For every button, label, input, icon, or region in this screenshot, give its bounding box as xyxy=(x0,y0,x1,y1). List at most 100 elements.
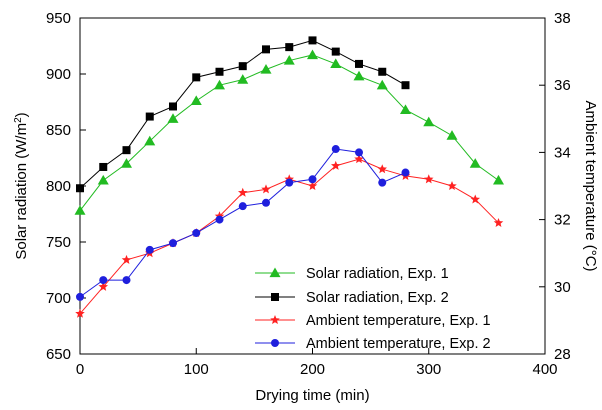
data-point xyxy=(122,146,131,155)
series-layer xyxy=(74,36,504,318)
data-point xyxy=(237,187,248,197)
data-point xyxy=(377,164,388,174)
data-point xyxy=(262,198,270,207)
legend: Solar radiation, Exp. 1 Solar radiation, … xyxy=(255,266,491,352)
y-left-tick-label: 950 xyxy=(46,10,71,27)
y-left-tick-label: 650 xyxy=(46,346,71,363)
x-tick-label: 400 xyxy=(532,361,557,378)
data-point xyxy=(447,181,457,191)
data-point xyxy=(74,205,86,215)
data-point xyxy=(167,113,179,123)
y-axis-left-title: Solar radiation (W/m2) xyxy=(13,112,31,259)
data-point xyxy=(285,43,294,52)
y-left-tick-label: 750 xyxy=(46,234,71,251)
data-point xyxy=(355,148,363,157)
y-right-tick-label: 30 xyxy=(554,279,571,296)
series-1 xyxy=(74,49,504,215)
legend-label: Solar radiation, Exp. 1 xyxy=(306,266,449,282)
data-point xyxy=(285,178,294,187)
data-point xyxy=(400,104,411,114)
data-point xyxy=(355,59,363,68)
data-point xyxy=(121,254,132,264)
data-point xyxy=(121,158,132,168)
legend-label: Ambient temperature, Exp. 1 xyxy=(306,313,491,329)
data-point xyxy=(493,217,504,228)
legend-item: Ambient temperature, Exp. 2 xyxy=(255,336,491,352)
data-point xyxy=(470,194,481,204)
data-point xyxy=(238,62,247,71)
data-point xyxy=(75,308,85,318)
data-point xyxy=(469,158,481,168)
data-point xyxy=(99,276,108,285)
y-right-tick-label: 32 xyxy=(554,212,571,229)
legend-marker xyxy=(269,267,281,278)
y-right-tick-label: 36 xyxy=(554,77,571,94)
x-tick-label: 200 xyxy=(300,361,325,378)
data-point xyxy=(192,73,201,82)
y-left-tick-label: 700 xyxy=(46,290,71,307)
legend-item: Solar radiation, Exp. 2 xyxy=(255,290,449,306)
data-point xyxy=(376,79,388,90)
legend-item: Solar radiation, Exp. 1 xyxy=(255,266,449,282)
data-point xyxy=(423,116,435,127)
data-point xyxy=(214,79,225,90)
legend-marker xyxy=(271,339,279,347)
data-point xyxy=(330,58,342,69)
data-point xyxy=(262,45,270,54)
data-point xyxy=(423,174,434,184)
data-point xyxy=(354,154,364,164)
data-point xyxy=(446,130,458,140)
data-point xyxy=(215,215,224,224)
data-point xyxy=(238,202,247,211)
legend-label: Solar radiation, Exp. 2 xyxy=(306,290,449,306)
series-4 xyxy=(76,145,410,301)
data-point xyxy=(331,47,340,56)
data-point xyxy=(190,95,202,106)
y-left-tick-label: 800 xyxy=(46,178,71,195)
legend-marker xyxy=(271,293,279,301)
x-tick-label: 300 xyxy=(416,361,441,378)
data-point xyxy=(330,160,341,170)
data-point xyxy=(237,74,249,84)
data-point xyxy=(307,49,318,60)
data-point xyxy=(169,239,177,248)
series-line xyxy=(79,54,499,211)
legend-marker xyxy=(270,315,280,325)
data-point xyxy=(378,67,387,76)
data-point xyxy=(401,168,410,177)
data-point xyxy=(76,292,84,301)
data-point xyxy=(144,135,156,146)
legend-label: Ambient temperature, Exp. 2 xyxy=(306,336,491,352)
data-point xyxy=(98,281,109,291)
y-left-tick-label: 850 xyxy=(46,122,71,139)
data-point xyxy=(192,229,201,238)
data-point xyxy=(76,184,84,193)
series-2 xyxy=(76,36,410,193)
y-right-tick-label: 28 xyxy=(554,346,571,363)
y-right-tick-label: 38 xyxy=(554,10,571,27)
y-left-tick-label: 900 xyxy=(46,66,71,83)
legend-item: Ambient temperature, Exp. 1 xyxy=(255,313,491,329)
data-point xyxy=(308,36,317,45)
data-point xyxy=(169,102,177,111)
axes: 0 100 200 300 400 650 700 750 800 850 900 950 28 30 32… xyxy=(46,10,571,378)
y-axis-right-title: Ambient temperature (°C) xyxy=(582,100,599,271)
data-point xyxy=(99,162,108,171)
data-point xyxy=(145,245,154,254)
data-point xyxy=(307,181,318,191)
data-point xyxy=(353,70,365,81)
data-point xyxy=(122,276,131,285)
x-axis-title: Drying time (min) xyxy=(255,387,369,404)
data-point xyxy=(145,112,154,121)
data-point xyxy=(331,145,340,154)
data-point xyxy=(215,67,224,76)
data-point xyxy=(401,81,410,90)
data-point xyxy=(493,174,504,185)
data-point xyxy=(260,64,272,74)
x-tick-label: 100 xyxy=(184,361,209,378)
data-point xyxy=(261,184,271,194)
data-point xyxy=(97,174,109,185)
y-right-tick-label: 34 xyxy=(554,144,571,161)
data-point xyxy=(283,55,295,65)
